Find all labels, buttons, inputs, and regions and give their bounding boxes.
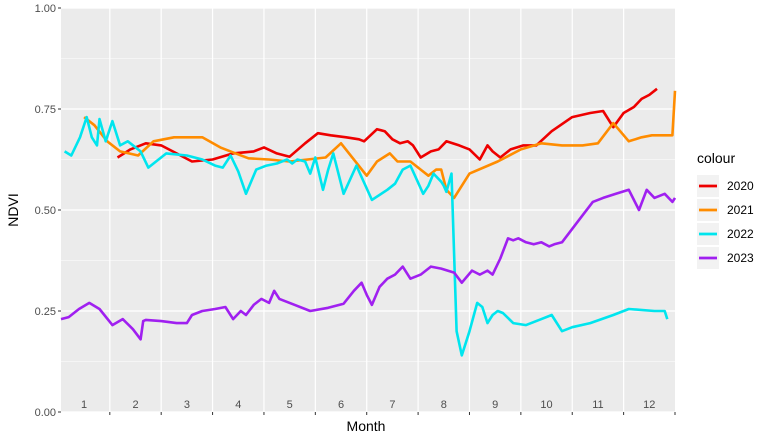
legend-label-2021: 2021 [727, 203, 754, 217]
y-tick-label: 0.50 [35, 205, 56, 217]
series-line-2023 [60, 188, 677, 341]
legend: colour 2020 2021 2022 2023 [697, 150, 754, 269]
x-tick-label: 4 [235, 399, 241, 411]
x-tick-label: 7 [389, 399, 395, 411]
x-tick-label: 10 [540, 399, 552, 411]
x-tick-label: 9 [492, 399, 498, 411]
legend-title: colour [697, 150, 735, 166]
legend-label-2020: 2020 [727, 179, 754, 193]
y-axis-title: NDVI [5, 193, 21, 226]
x-tick-label: 3 [184, 399, 190, 411]
x-tick-label: 8 [441, 399, 447, 411]
series-line-2022 [63, 115, 669, 357]
x-tick-labels: 1 2 3 4 5 6 7 8 9 10 11 12 [81, 399, 655, 411]
x-tick-label: 11 [592, 399, 603, 411]
x-tick-label: 5 [287, 399, 293, 411]
y-tick-labels: 0.00 0.25 0.50 0.75 1.00 [35, 3, 56, 419]
y-tick-label: 1.00 [35, 3, 56, 15]
legend-label-2023: 2023 [727, 251, 754, 265]
x-tick-label: 2 [132, 399, 138, 411]
series-line-2021 [83, 90, 677, 200]
y-tick-label: 0.75 [35, 104, 56, 116]
grid-major [61, 7, 675, 413]
x-tick-label: 1 [81, 399, 87, 411]
x-tick-label: 6 [338, 399, 344, 411]
series-line-2020 [116, 87, 658, 163]
y-tick-label: 0.25 [35, 306, 56, 318]
x-axis-title: Month [347, 418, 386, 434]
y-axis-ticks [58, 7, 61, 413]
y-tick-label: 0.00 [35, 407, 56, 419]
x-axis-ticks [109, 412, 676, 415]
series-lines [60, 87, 677, 357]
legend-label-2022: 2022 [727, 227, 754, 241]
x-tick-label: 12 [643, 399, 655, 411]
